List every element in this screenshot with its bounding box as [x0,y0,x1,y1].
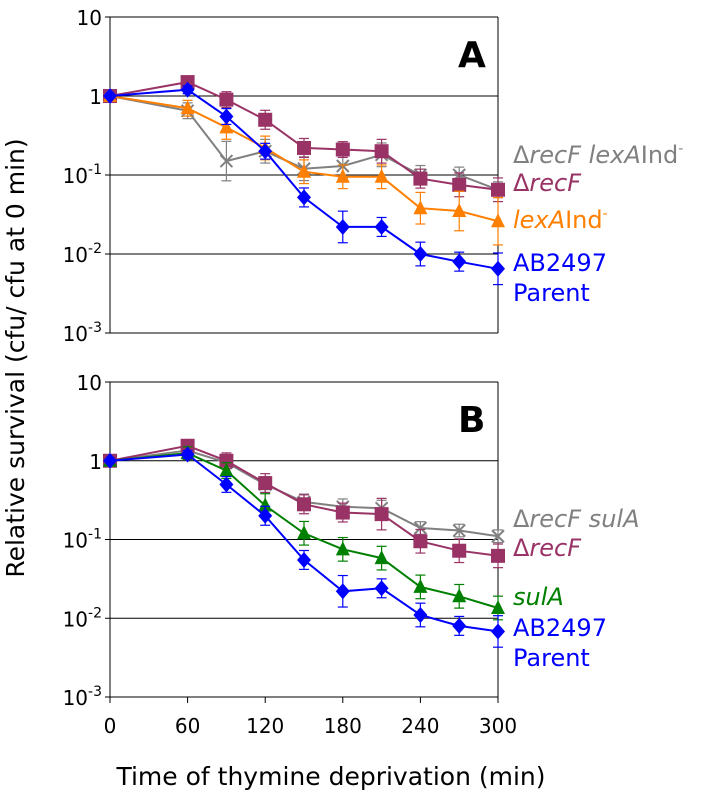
data-point [452,253,467,270]
data-point [297,525,311,540]
x-axis-label: Time of thymine deprivation (min) [115,762,545,791]
data-point [413,246,428,262]
data-point [103,88,117,104]
data-point [219,453,234,468]
series-line [109,95,499,223]
series-label: ΔrecF [513,534,582,562]
data-point [491,548,505,563]
data-point [335,505,350,520]
x-tick-label: 60 [175,714,200,738]
y-tick-label: 1 [89,450,102,474]
series-line [109,444,499,557]
data-point [452,203,467,218]
data-point [491,599,505,614]
series-parent: AB2497 Parent [103,81,607,307]
y-tick-label: 1 [89,85,102,109]
series-label: ΔrecF sulA [513,505,639,533]
data-point [491,182,505,197]
series-recF-lexAind: ΔrecF lexAInd- [103,89,683,199]
y-tick-label: 10-2 [63,605,102,631]
data-point [374,144,389,159]
data-point [219,108,234,125]
data-point [452,177,467,192]
series-parent: AB2497 Parent [103,446,607,672]
data-point [258,112,273,127]
series-recF: ΔrecF [103,75,582,203]
panel-label: A [458,35,486,76]
series-line [109,449,499,538]
y-tick-label: 10-2 [63,241,102,267]
data-point [491,623,505,640]
x-tick-label: 0 [104,714,117,738]
series-label: AB2497 Parent [513,614,607,672]
data-point [219,154,234,168]
x-tick-label: 180 [324,714,362,738]
data-point [413,534,428,549]
data-point [335,142,350,157]
data-point [258,507,273,524]
data-point [413,171,428,186]
x-tick-label: 240 [401,714,439,738]
data-point [297,189,311,206]
data-point [491,260,505,277]
series-label: sulA [513,583,564,611]
data-point [374,550,389,565]
data-point [180,100,195,115]
series-line [109,88,499,270]
data-point [180,446,195,463]
data-point [335,218,350,235]
data-point [374,218,389,235]
data-point [452,523,466,538]
y-tick-label: 10-3 [63,320,102,346]
data-point [297,140,311,155]
data-point [258,143,273,160]
series-line [109,81,499,191]
data-point [374,168,389,183]
data-point [374,580,389,597]
series-label: AB2497 Parent [513,249,607,307]
series-label: ΔrecF lexAInd- [513,141,683,169]
series-line [109,452,499,609]
data-point [103,452,117,469]
data-point [219,92,234,107]
data-point [491,213,505,228]
series-label: ΔrecF [513,169,582,197]
data-point [452,617,467,634]
y-tick-label: 10 [77,371,102,395]
data-point [491,529,505,543]
data-point [180,81,195,98]
y-tick-label: 10-1 [63,162,102,188]
data-point [413,606,428,623]
y-axis-label: Relative survival (cfu/ cfu at 0 min) [1,138,30,577]
panel-b: 10-3 10-2 10-1 1 10 0 60 120 180 240 300 B ΔrecF sul… [63,371,640,738]
data-point [258,476,273,491]
data-point [219,462,234,477]
data-point [413,521,428,535]
data-point [219,119,234,134]
data-point [413,200,428,215]
data-point [452,588,467,603]
data-point [297,163,311,178]
y-tick-label: 10 [77,6,102,30]
panel-a: 10-3 10-2 10-1 1 10 A ΔrecF lexAInd-ΔrecF lexAI… [63,6,684,346]
y-tick-label: 10-1 [63,527,102,553]
data-point [219,476,234,493]
data-point [335,168,350,183]
data-point [452,543,467,558]
x-tick-label: 120 [246,714,284,738]
y-tick-label: 10-3 [63,684,102,710]
data-point [297,551,311,568]
data-point [374,507,389,522]
series-line [109,453,499,633]
series-label: lexAInd- [513,206,608,234]
data-point [297,497,311,512]
series-line [109,95,499,191]
data-point [413,578,428,593]
data-point [258,497,273,512]
data-point [335,541,350,556]
data-point [335,583,350,600]
panel-label: B [458,400,485,441]
x-tick-label: 300 [479,714,517,738]
